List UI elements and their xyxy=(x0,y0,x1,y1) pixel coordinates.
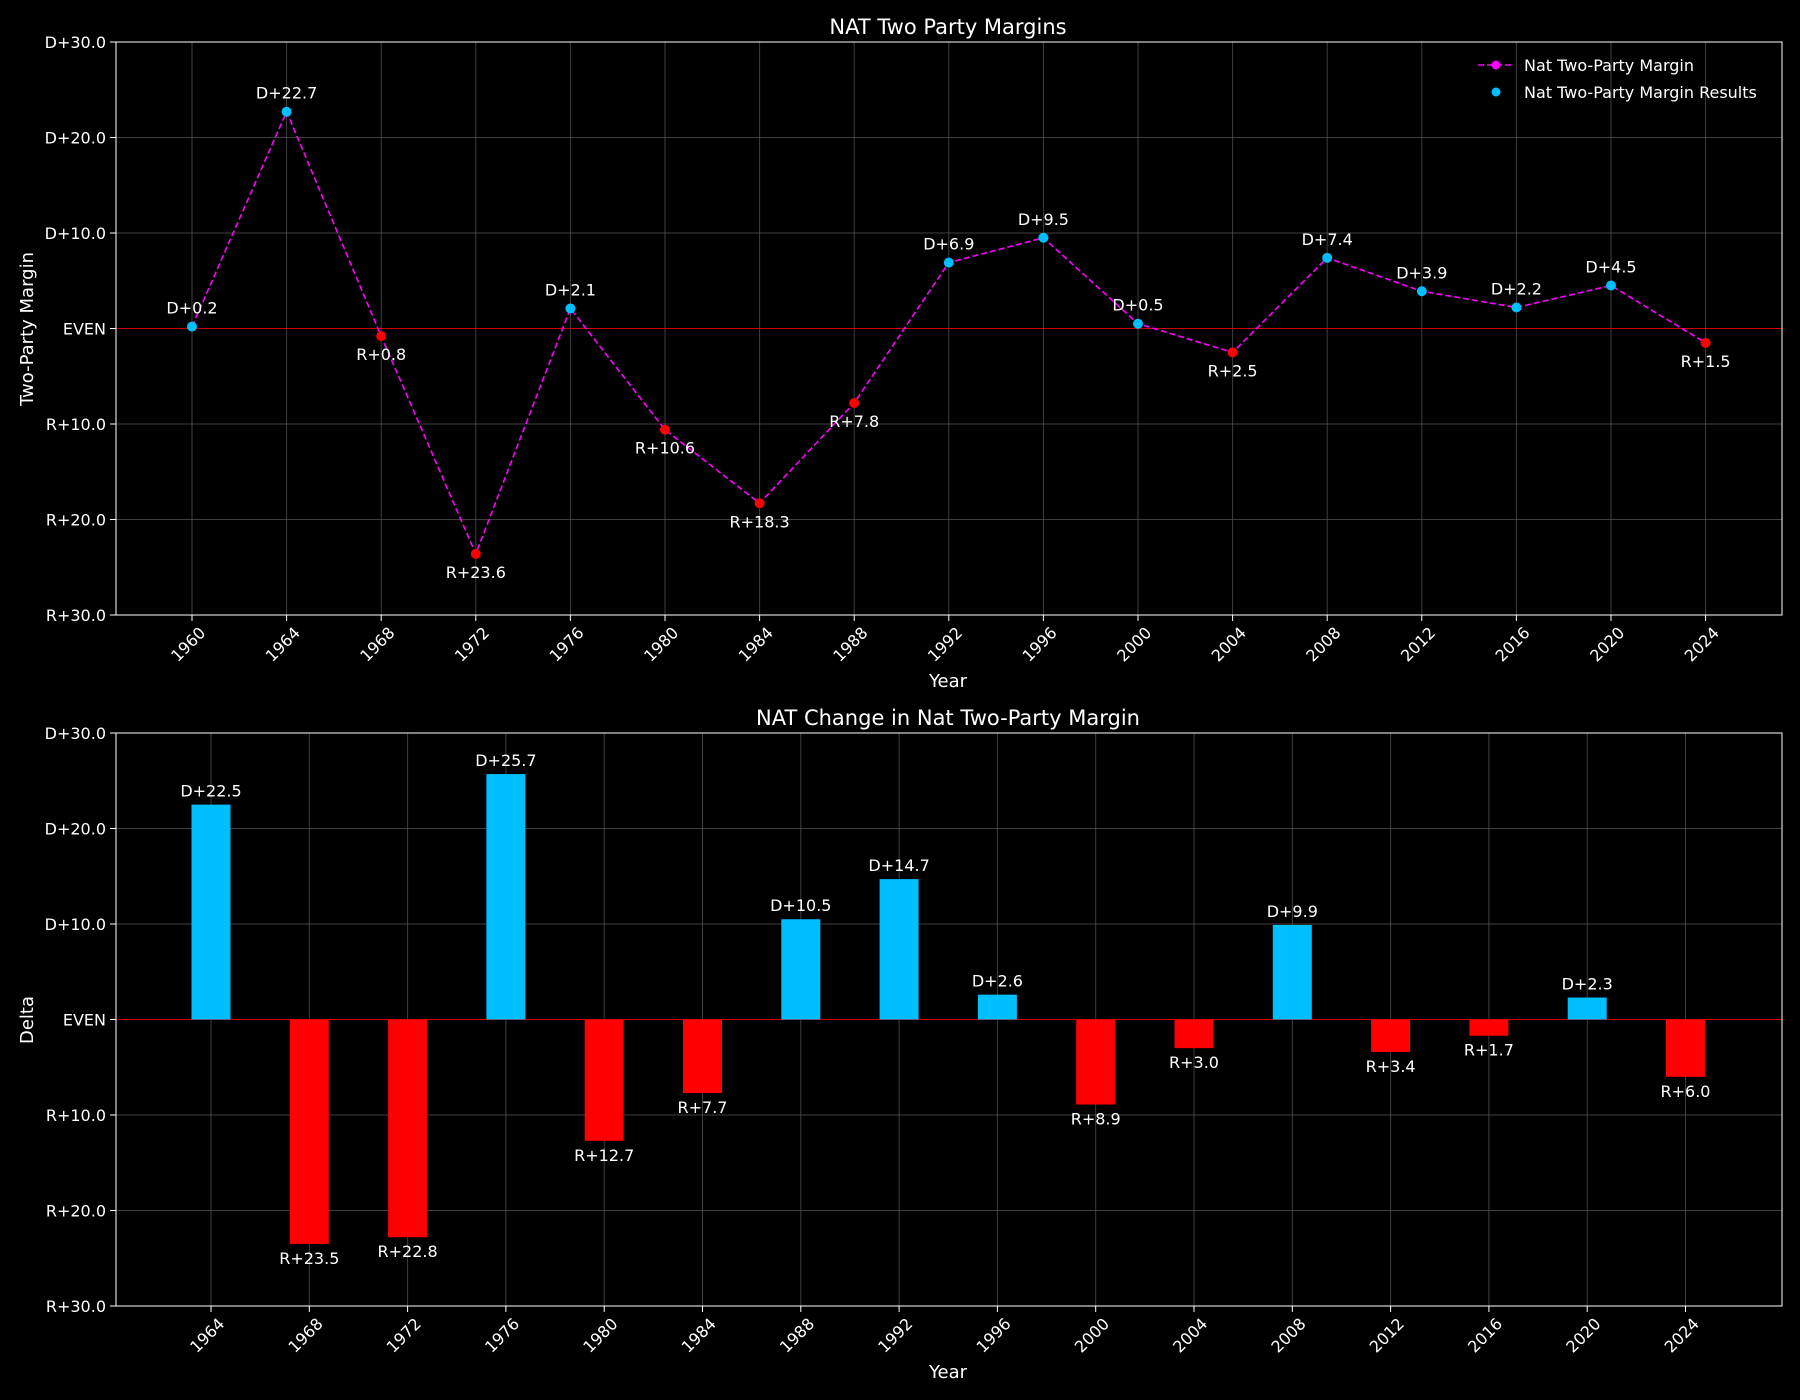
delta-bars xyxy=(191,774,1705,1244)
bar-label-1984: R+7.7 xyxy=(678,1098,728,1117)
bar-label-1996: D+2.6 xyxy=(972,972,1023,991)
data-point-2012 xyxy=(1416,286,1427,297)
data-point-1980 xyxy=(660,424,670,435)
chart-title: NAT Change in Nat Two-Party Margin xyxy=(756,706,1140,730)
data-point-2008 xyxy=(1322,252,1333,263)
data-label-1968: R+0.8 xyxy=(356,345,406,364)
data-point-1964 xyxy=(281,106,292,117)
data-label-2000: D+0.5 xyxy=(1112,296,1163,315)
bar-1972 xyxy=(388,1019,428,1238)
data-point-1988 xyxy=(849,397,860,408)
bar-label-1972: R+22.8 xyxy=(378,1242,438,1261)
chart-title: NAT Two Party Margins xyxy=(829,15,1066,39)
y-tick-label: D+10.0 xyxy=(45,224,106,243)
bar-2012 xyxy=(1371,1019,1411,1052)
bar-label-2008: D+9.9 xyxy=(1267,902,1318,921)
bar-1992 xyxy=(879,879,919,1020)
data-label-2020: D+4.5 xyxy=(1585,258,1636,277)
bar-label-2012: R+3.4 xyxy=(1366,1057,1416,1076)
y-axis-label: Two-Party Margin xyxy=(17,252,38,407)
data-point-1972 xyxy=(470,548,481,559)
bar-label-2024: R+6.0 xyxy=(1661,1082,1711,1101)
margin-points xyxy=(187,106,1711,559)
bar-2024 xyxy=(1666,1019,1705,1077)
data-point-2016 xyxy=(1511,302,1522,313)
bar-label-2004: R+3.0 xyxy=(1169,1053,1219,1072)
bar-label-1964: D+22.5 xyxy=(180,782,241,801)
bar-1988 xyxy=(781,919,821,1020)
data-point-1992 xyxy=(943,257,954,268)
data-point-1984 xyxy=(754,498,765,509)
bar-2000 xyxy=(1076,1019,1116,1105)
data-label-1976: D+2.1 xyxy=(545,280,596,299)
bar-label-1980: R+12.7 xyxy=(574,1146,634,1165)
bar-label-2016: R+1.7 xyxy=(1464,1041,1514,1060)
data-label-1960: D+0.2 xyxy=(166,299,217,318)
bar-1996 xyxy=(977,994,1017,1020)
y-tick-label: D+20.0 xyxy=(45,820,106,839)
y-tick-label: D+10.0 xyxy=(45,915,106,934)
data-label-1980: R+10.6 xyxy=(635,439,695,458)
y-tick-label: R+20.0 xyxy=(46,1202,106,1221)
bar-1964 xyxy=(191,804,231,1020)
y-axis-label: Delta xyxy=(17,996,38,1044)
data-label-1984: R+18.3 xyxy=(730,512,790,531)
data-label-1988: R+7.8 xyxy=(829,412,879,431)
legend-entry-results: Nat Two-Party Margin Results xyxy=(1524,83,1757,102)
bar-label-1992: D+14.7 xyxy=(868,856,929,875)
data-label-1972: R+23.6 xyxy=(446,563,506,582)
bar-2004 xyxy=(1174,1019,1214,1049)
bar-label-2000: R+8.9 xyxy=(1071,1109,1121,1128)
y-tick-label: EVEN xyxy=(63,1011,106,1030)
legend-entry-line: Nat Two-Party Margin xyxy=(1524,56,1694,75)
data-point-2004 xyxy=(1227,347,1238,358)
y-tick-label: R+30.0 xyxy=(46,1297,106,1316)
bar-1984 xyxy=(683,1019,722,1094)
y-axis-ticks: D+30.0 D+20.0 D+10.0 EVEN R+10.0 R+20.0 R+30.0 xyxy=(45,724,116,1316)
bar-label-1968: R+23.5 xyxy=(279,1249,339,1268)
data-point-1996 xyxy=(1038,232,1049,243)
y-tick-label: D+30.0 xyxy=(45,33,106,52)
data-label-1996: D+9.5 xyxy=(1018,210,1069,229)
y-tick-label: D+20.0 xyxy=(45,129,106,148)
bar-value-labels: D+22.5 R+23.5 R+22.8 D+25.7 R+12.7 R+7.7 D+10.… xyxy=(180,751,1710,1268)
data-label-2012: D+3.9 xyxy=(1396,263,1447,282)
legend-line-marker xyxy=(1491,60,1501,70)
data-label-2024: R+1.5 xyxy=(1681,352,1731,371)
data-label-1964: D+22.7 xyxy=(256,84,317,103)
bar-2008 xyxy=(1272,924,1312,1020)
bar-label-1988: D+10.5 xyxy=(770,896,831,915)
y-axis-ticks: D+30.0 D+20.0 D+10.0 EVEN R+10.0 R+20.0 R+30.0 xyxy=(45,33,116,625)
legend: Nat Two-Party Margin Nat Two-Party Margi… xyxy=(1478,56,1757,102)
data-point-2024 xyxy=(1700,337,1711,348)
bar-2020 xyxy=(1567,997,1607,1020)
y-tick-label: R+20.0 xyxy=(46,511,106,530)
data-point-2020 xyxy=(1606,280,1616,291)
bar-label-1976: D+25.7 xyxy=(475,751,536,770)
x-axis-label: Year xyxy=(928,671,968,692)
bar-2016 xyxy=(1469,1019,1509,1036)
bar-label-2020: D+2.3 xyxy=(1562,975,1613,994)
data-point-1976 xyxy=(565,303,576,314)
x-axis-label: Year xyxy=(928,1362,968,1383)
data-label-1992: D+6.9 xyxy=(923,235,974,254)
y-tick-label: R+10.0 xyxy=(46,415,106,434)
data-point-2000 xyxy=(1133,318,1143,329)
data-label-2016: D+2.2 xyxy=(1491,279,1542,298)
bar-1980 xyxy=(584,1019,624,1141)
legend-results-marker xyxy=(1491,87,1501,97)
data-point-1968 xyxy=(376,331,387,342)
bar-1968 xyxy=(289,1019,329,1244)
data-label-2008: D+7.4 xyxy=(1302,230,1353,249)
point-value-labels: D+0.2 D+22.7 R+0.8 R+23.6 D+2.1 R+10.6 R+18.3 R… xyxy=(166,84,1730,582)
data-point-1960 xyxy=(187,321,197,332)
y-tick-label: R+30.0 xyxy=(46,606,106,625)
bar-1976 xyxy=(486,774,526,1020)
y-tick-label: D+30.0 xyxy=(45,724,106,743)
data-label-2004: R+2.5 xyxy=(1208,361,1258,380)
y-tick-label: R+10.0 xyxy=(46,1106,106,1125)
y-tick-label: EVEN xyxy=(63,320,106,339)
